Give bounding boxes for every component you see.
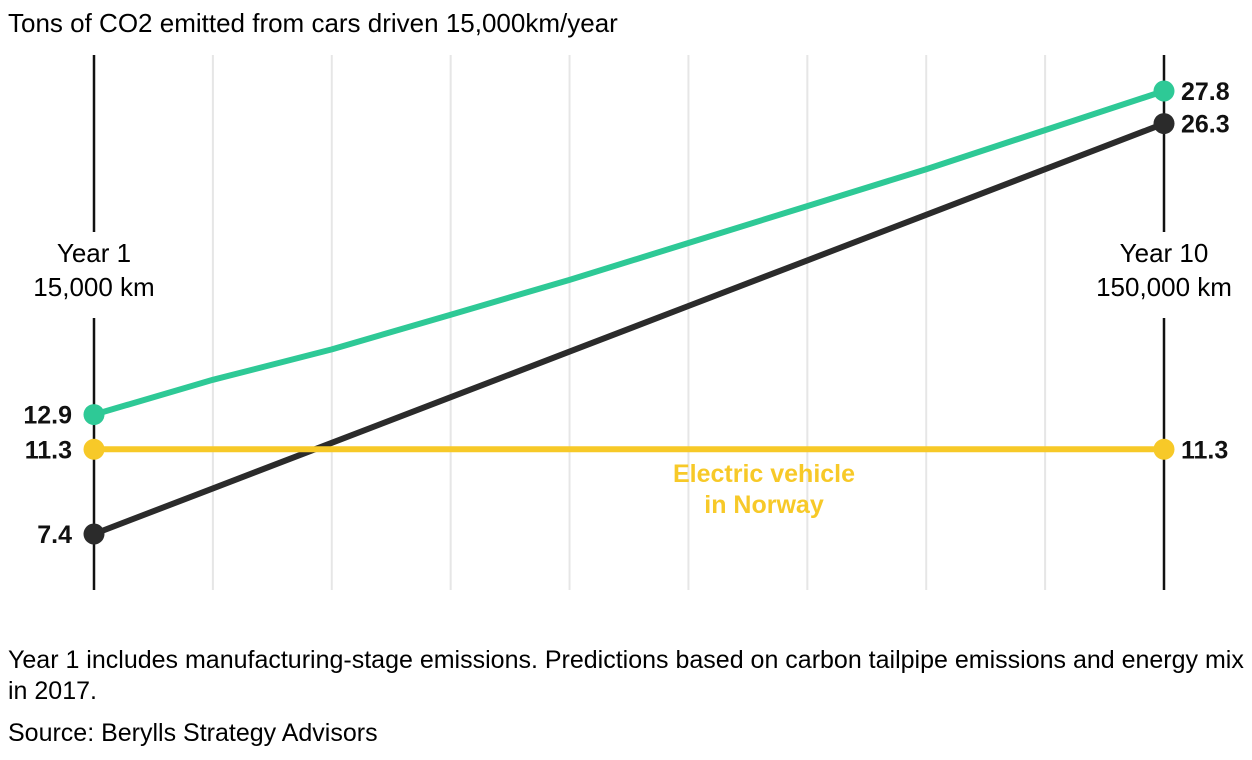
x-axis-start-year: Year 1 xyxy=(56,238,132,268)
series-line-green xyxy=(91,88,1167,418)
chart-plot: 12.9 27.8 7.4 26.3 11.3 11.3 Electric vehicle i… xyxy=(23,55,1230,590)
series-annotation-line-1: Electric vehicle xyxy=(673,460,855,488)
axis-lines xyxy=(92,55,1166,590)
point-end-yellow xyxy=(1153,438,1175,460)
point-start-yellow xyxy=(83,438,105,460)
source-note: Source: Berylls Strategy Advisors xyxy=(8,719,378,747)
series-line-black xyxy=(91,120,1167,537)
label-end-yellow: 11.3 xyxy=(1181,436,1228,464)
series-annotation-line-2: in Norway xyxy=(704,491,824,519)
x-axis-end-label: Year 10 150,000 km xyxy=(1074,236,1252,304)
point-end-black xyxy=(1153,113,1175,135)
point-end-green xyxy=(1153,80,1175,102)
footnote: Year 1 includes manufacturing-stage emis… xyxy=(8,646,1244,705)
x-axis-start-label: Year 1 15,000 km xyxy=(14,236,174,304)
grid-lines xyxy=(211,55,1047,590)
series-annotation-yellow: Electric vehicle in Norway xyxy=(673,460,855,519)
chart-title: Tons of CO2 emitted from cars driven 15,… xyxy=(8,8,618,38)
point-start-black xyxy=(83,523,105,545)
point-start-green xyxy=(83,404,105,426)
series-lines xyxy=(83,80,1175,545)
label-start-green: 12.9 xyxy=(23,402,72,430)
x-axis-end-distance: 150,000 km xyxy=(1096,272,1232,302)
label-end-black: 26.3 xyxy=(1181,111,1230,139)
x-axis-end-year: Year 10 xyxy=(1119,238,1209,268)
x-axis-start-distance: 15,000 km xyxy=(33,272,155,302)
label-start-yellow: 11.3 xyxy=(25,436,72,464)
label-end-green: 27.8 xyxy=(1181,78,1230,106)
label-start-black: 7.4 xyxy=(37,521,72,549)
data-labels: 12.9 27.8 7.4 26.3 11.3 11.3 Electric vehicle i… xyxy=(23,78,1229,549)
